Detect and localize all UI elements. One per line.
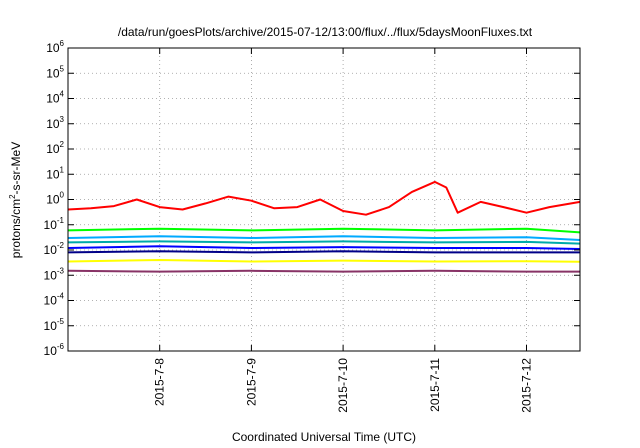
y-axis-label-sup: 2 bbox=[8, 194, 17, 199]
y-axis-label: protons/cm2-s-sr-MeV bbox=[8, 142, 23, 258]
y-tick-base: 10 bbox=[44, 218, 58, 232]
y-tick-exp: 1 bbox=[60, 165, 65, 174]
y-tick-label: 106 bbox=[46, 39, 64, 55]
y-tick-label: 10-5 bbox=[44, 317, 65, 333]
y-axis-label-base: protons/cm bbox=[9, 199, 23, 258]
y-tick-label: 101 bbox=[46, 165, 64, 181]
y-tick-label: 100 bbox=[46, 191, 64, 207]
y-tick-label: 10-1 bbox=[44, 216, 65, 232]
series-line-2 bbox=[67, 227, 581, 234]
series-line-6 bbox=[67, 250, 580, 254]
series-line-3 bbox=[67, 235, 581, 241]
y-axis: 10-610-510-410-310-210-11001011021031041… bbox=[44, 39, 580, 358]
y-tick-exp: 3 bbox=[60, 115, 65, 124]
y-tick-base: 10 bbox=[44, 344, 58, 358]
y-tick-base: 10 bbox=[46, 167, 60, 181]
y-tick-label: 10-2 bbox=[44, 241, 65, 257]
y-tick-exp: -5 bbox=[57, 317, 65, 326]
series-line-8 bbox=[67, 269, 580, 273]
y-tick-exp: -2 bbox=[57, 241, 65, 250]
y-tick-base: 10 bbox=[46, 142, 60, 156]
x-tick-label: 2015-7-12 bbox=[520, 358, 534, 413]
y-tick-base: 10 bbox=[44, 319, 58, 333]
series-line-7 bbox=[67, 259, 581, 263]
y-tick-base: 10 bbox=[44, 268, 58, 282]
y-tick-exp: 5 bbox=[60, 64, 65, 73]
y-tick-label: 103 bbox=[46, 115, 64, 131]
x-axis-label: Coordinated Universal Time (UTC) bbox=[232, 430, 416, 444]
plot-frame bbox=[67, 47, 581, 352]
y-tick-exp: -1 bbox=[57, 216, 65, 225]
series-line-5 bbox=[67, 245, 581, 250]
y-tick-label: 10-4 bbox=[44, 292, 65, 308]
y-tick-base: 10 bbox=[44, 243, 58, 257]
x-tick-label: 2015-7-10 bbox=[336, 358, 350, 413]
x-tick-label: 2015-7-11 bbox=[428, 358, 442, 412]
y-tick-label: 10-3 bbox=[44, 266, 65, 282]
y-tick-exp: 6 bbox=[60, 39, 65, 48]
y-tick-exp: 0 bbox=[60, 191, 65, 200]
y-tick-exp: -6 bbox=[57, 342, 65, 351]
y-tick-label: 10-6 bbox=[44, 342, 65, 358]
y-tick-exp: 4 bbox=[60, 90, 65, 99]
y-tick-label: 105 bbox=[46, 64, 64, 80]
y-tick-label: 104 bbox=[46, 90, 64, 106]
grid bbox=[68, 48, 580, 351]
x-axis: 2015-7-8 2015-7-9 2015-7-10 2015-7-11 2015-7… bbox=[153, 48, 534, 413]
y-tick-exp: 2 bbox=[60, 140, 65, 149]
y-tick-base: 10 bbox=[44, 294, 58, 308]
y-tick-label: 102 bbox=[46, 140, 64, 156]
y-tick-base: 10 bbox=[46, 117, 60, 131]
y-tick-base: 10 bbox=[46, 193, 60, 207]
chart-title: /data/run/goesPlots/archive/2015-07-12/1… bbox=[118, 25, 533, 39]
y-axis-label-rest: -s-sr-MeV bbox=[9, 142, 23, 195]
y-tick-base: 10 bbox=[46, 41, 60, 55]
y-tick-base: 10 bbox=[46, 66, 60, 80]
series-group bbox=[67, 180, 581, 273]
x-tick-label: 2015-7-9 bbox=[244, 358, 258, 406]
y-tick-exp: -4 bbox=[57, 292, 65, 301]
y-tick-exp: -3 bbox=[57, 266, 65, 275]
series-line-1 bbox=[67, 180, 581, 216]
series-line-4 bbox=[67, 240, 581, 245]
y-tick-base: 10 bbox=[46, 92, 60, 106]
x-tick-label: 2015-7-8 bbox=[153, 358, 167, 406]
